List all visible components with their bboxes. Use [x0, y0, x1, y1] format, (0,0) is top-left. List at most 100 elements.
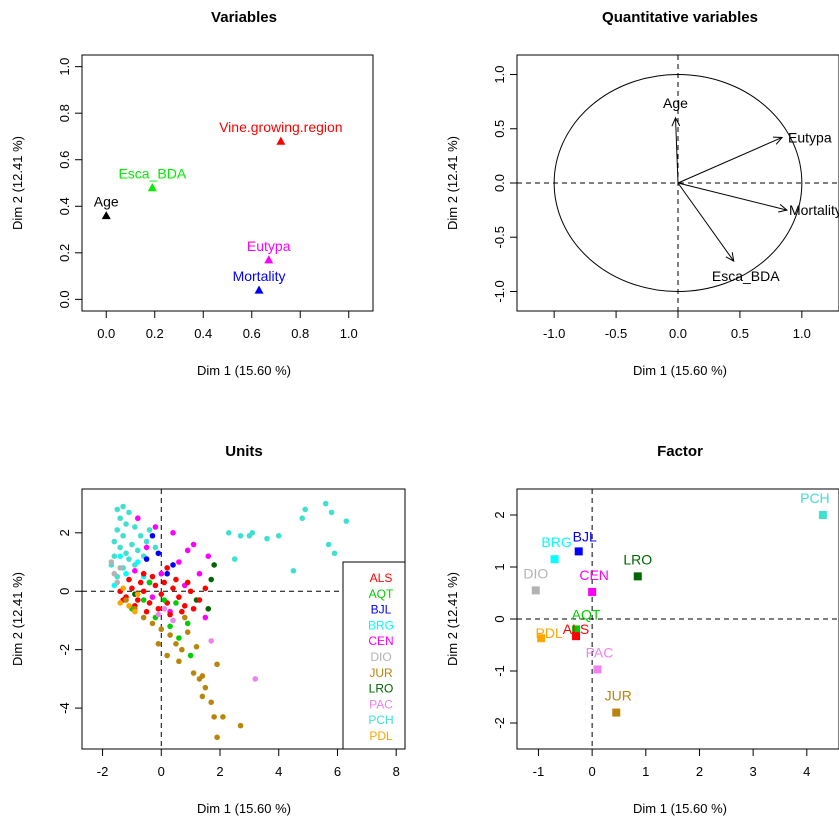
unit-point	[123, 550, 129, 557]
unit-point	[184, 629, 191, 635]
y-axis-label: Dim 2 (12.41 %)	[10, 572, 25, 666]
x-tick-label: 8	[393, 764, 400, 779]
unit-point	[137, 579, 144, 586]
unit-point	[143, 544, 150, 551]
unit-point	[114, 579, 121, 586]
y-tick-label: 0.6	[57, 151, 72, 169]
x-tick-label: -0.5	[605, 326, 627, 341]
factor-label: PAC	[586, 644, 614, 660]
x-axis-label: Dim 1 (15.60 %)	[633, 801, 727, 816]
x-axis-label: Dim 1 (15.60 %)	[197, 363, 291, 378]
unit-point	[158, 626, 165, 633]
unit-point	[214, 661, 220, 668]
unit-point	[143, 608, 150, 615]
unit-point	[205, 553, 212, 559]
y-tick-label: 0.8	[57, 104, 72, 122]
unit-point	[123, 521, 129, 527]
unit-point	[176, 658, 182, 665]
unit-point	[181, 603, 188, 609]
plot-frame	[81, 54, 374, 312]
x-axis-label: Dim 1 (15.60 %)	[633, 363, 727, 378]
legend-box	[342, 561, 406, 750]
variable-point	[101, 211, 111, 220]
unit-point	[111, 538, 118, 545]
unit-point	[114, 527, 121, 533]
unit-point	[164, 652, 170, 659]
x-tick-label: 3	[750, 764, 757, 779]
unit-point	[132, 567, 138, 574]
unit-point	[117, 515, 123, 522]
variable-label: Age	[94, 194, 119, 210]
unit-point	[202, 585, 209, 592]
unit-point	[208, 638, 214, 644]
chart-factor: Factor -1 0 1 2 3 4 -2 -1 0 1 2 Dim 1 (15.60 %) Dim 2…	[445, 443, 839, 816]
unit-point	[190, 670, 197, 676]
x-tick-label: 0.0	[669, 326, 687, 341]
x-tick-label: 0.8	[291, 326, 309, 341]
unit-point	[146, 579, 153, 586]
factor-point	[572, 625, 581, 634]
unit-point	[220, 714, 226, 720]
factor-point	[588, 587, 597, 596]
y-tick-label: -0.5	[492, 226, 507, 248]
unit-point	[328, 509, 335, 516]
x-axis-label: Dim 1 (15.60 %)	[197, 801, 291, 816]
unit-point	[117, 600, 123, 606]
unit-point	[140, 614, 147, 621]
y-tick-label: 0.4	[57, 197, 72, 215]
unit-point	[184, 547, 191, 554]
unit-point	[140, 597, 147, 603]
unit-point	[231, 556, 238, 562]
legend-entry: CEN	[368, 634, 393, 648]
unit-point	[264, 535, 270, 542]
unit-point	[299, 515, 306, 522]
factor-label: AQT	[572, 606, 601, 622]
chart-title: Units	[225, 443, 263, 460]
y-tick-label: 0	[57, 588, 72, 595]
unit-point	[155, 641, 162, 647]
chart-quantitative-variables: Quantitative variables -1.0 -0.5 0.0 0.5 1.0 -…	[445, 9, 839, 378]
factor-label: CEN	[579, 567, 609, 583]
factor-point	[593, 665, 602, 674]
unit-point	[199, 693, 206, 700]
unit-point	[237, 722, 244, 729]
factor-label: PDL	[536, 625, 563, 641]
unit-point	[170, 617, 176, 624]
unit-point	[170, 530, 176, 536]
y-tick-label: 0.0	[57, 290, 72, 308]
unit-point	[134, 547, 141, 554]
unit-point	[190, 541, 197, 548]
legend-entry: BJL	[371, 603, 392, 617]
unit-point	[134, 515, 141, 522]
unit-point	[179, 646, 185, 653]
unit-point	[179, 608, 185, 615]
factor-label: BRG	[541, 534, 571, 550]
factor-label: JUR	[605, 688, 632, 704]
unit-point	[126, 603, 132, 609]
unit-point	[155, 605, 162, 612]
x-tick-label: 0.0	[97, 326, 115, 341]
x-tick-label: 6	[334, 764, 341, 779]
unit-point	[114, 506, 121, 513]
unit-point	[252, 676, 259, 682]
unit-point	[120, 532, 126, 539]
unit-point	[117, 544, 123, 551]
factor-label: BJL	[573, 528, 597, 544]
variable-label: Vine.growing.region	[219, 119, 343, 135]
factor-label: ALS	[563, 621, 589, 637]
unit-point	[152, 544, 159, 551]
unit-point	[126, 556, 132, 562]
unit-point	[167, 632, 173, 638]
unit-point	[170, 585, 176, 592]
unit-point	[173, 600, 179, 606]
y-tick-label: 0.2	[57, 244, 72, 262]
factor-point	[550, 555, 559, 564]
factor-point	[633, 572, 642, 581]
variable-label: Mortality	[233, 268, 286, 284]
variable-label: Esca_BDA	[118, 166, 186, 182]
unit-point	[176, 635, 182, 641]
unit-point	[202, 614, 209, 621]
factor-label: DIO	[523, 565, 548, 581]
unit-point	[111, 570, 118, 577]
